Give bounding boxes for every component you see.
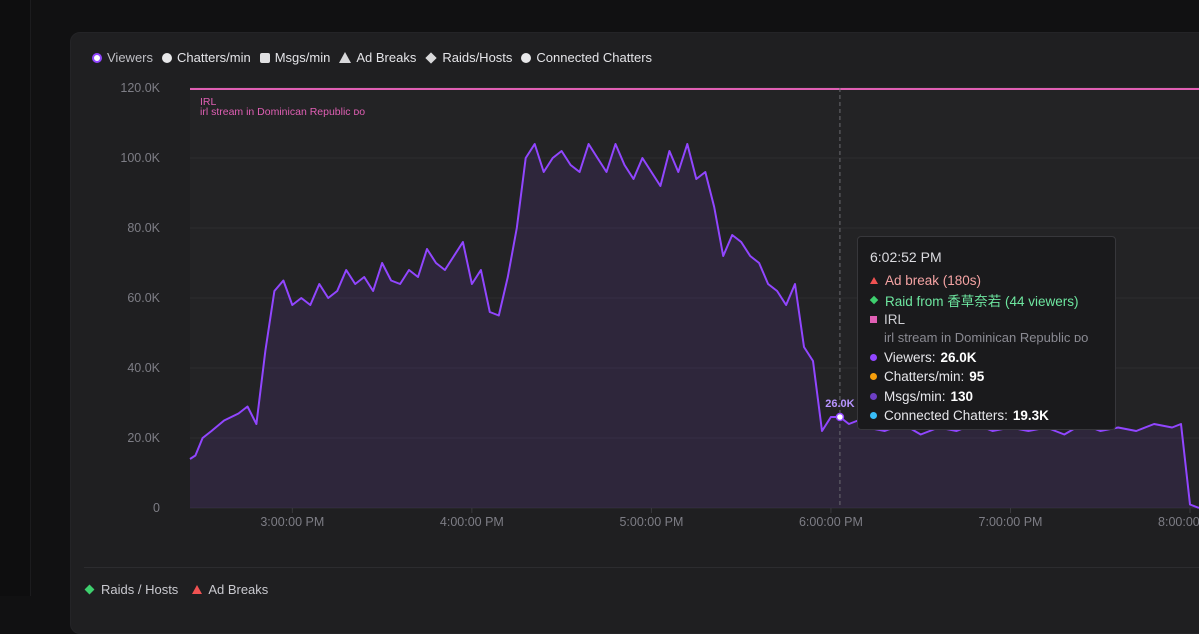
legend-item-msgs-min[interactable]: Msgs/min — [259, 50, 331, 65]
tooltip-connected-label: Connected Chatters: — [884, 408, 1008, 424]
raid-icon — [869, 296, 879, 305]
legend-label: Ad Breaks — [356, 50, 417, 65]
tooltip-connected: Connected Chatters: 19.3K — [870, 406, 1103, 426]
tooltip-chatters-label: Chatters/min: — [884, 369, 965, 385]
x-tick-label: 7:00:00 PM — [979, 515, 1043, 529]
y-tick-label: 60.0K — [127, 291, 160, 305]
tooltip-raid-text: Raid from 香草奈若 (44 viewers) — [885, 294, 1079, 310]
legend-label: Viewers — [107, 50, 154, 65]
circle-marker-icon — [521, 52, 532, 63]
left-rail — [0, 0, 31, 596]
x-tick-label: 8:00:00 PM — [1158, 515, 1199, 529]
chatters-dot-icon — [870, 373, 877, 381]
y-tick-label: 40.0K — [127, 361, 160, 375]
raids-legend-item[interactable]: Raids / Hosts — [84, 582, 179, 597]
tooltip-category-text: IRL — [884, 312, 906, 328]
x-tick-label: 4:00:00 PM — [440, 515, 504, 529]
y-tick-label: 80.0K — [127, 221, 160, 235]
x-tick-label: 6:00:00 PM — [799, 515, 863, 529]
circle-marker-icon — [92, 52, 102, 63]
tooltip-category: IRL — [870, 310, 1103, 330]
tooltip-viewers: Viewers: 26.0K — [870, 348, 1103, 368]
tooltip-msgs: Msgs/min: 130 — [870, 387, 1103, 407]
bottom-divider — [84, 567, 1199, 568]
square-marker-icon — [259, 52, 270, 63]
raids-legend-label: Raids / Hosts — [101, 582, 179, 597]
tooltip-ad-break: Ad break (180s) — [870, 271, 1103, 291]
tooltip-msgs-value: 130 — [950, 388, 974, 404]
tooltip-msgs-label: Msgs/min: — [884, 388, 946, 404]
legend-label: Raids/Hosts — [442, 50, 513, 65]
ad-triangle-icon — [192, 585, 203, 594]
category-band-label: IRL — [200, 96, 217, 108]
circle-marker-icon — [162, 52, 173, 63]
tooltip-ad-break-text: Ad break (180s) — [885, 273, 982, 289]
ads-legend-item[interactable]: Ad Breaks — [192, 582, 268, 597]
tooltip-time: 6:02:52 PM — [870, 249, 942, 265]
legend-item-ad-breaks[interactable]: Ad Breaks — [339, 50, 416, 65]
tooltip-viewers-label: Viewers: — [884, 349, 936, 365]
y-tick-label: 120.0K — [120, 81, 160, 95]
y-tick-label: 20.0K — [127, 431, 160, 445]
tooltip-chatters-value: 95 — [969, 369, 985, 385]
connected-dot-icon — [870, 412, 877, 420]
legend-item-chatters-min[interactable]: Chatters/min — [162, 50, 251, 65]
hover-point — [835, 412, 845, 422]
x-tick-label: 3:00:00 PM — [260, 515, 324, 529]
tooltip-viewers-value: 26.0K — [940, 349, 977, 365]
category-icon — [870, 316, 877, 324]
legend-label: Msgs/min — [274, 50, 331, 65]
chart-legend: Viewers Chatters/min Msgs/min Ad Breaks Raid… — [92, 50, 661, 65]
tooltip-connected-value: 19.3K — [1012, 408, 1049, 424]
category-band-title: irl stream in Dominican Republic ᴅᴏ — [200, 106, 365, 118]
viewers-dot-icon — [870, 353, 877, 361]
y-tick-label: 0 — [153, 501, 160, 515]
viewers-area — [190, 144, 1199, 508]
legend-item-viewers[interactable]: Viewers — [92, 50, 153, 65]
tooltip-chatters: Chatters/min: 95 — [870, 367, 1103, 387]
event-legend: Raids / Hosts Ad Breaks — [84, 582, 268, 597]
tooltip-raid: Raid from 香草奈若 (44 viewers) — [869, 291, 1103, 311]
legend-item-connected-chatters[interactable]: Connected Chatters — [521, 50, 652, 65]
msgs-dot-icon — [870, 392, 877, 400]
legend-item-raids-hosts[interactable]: Raids/Hosts — [425, 50, 512, 65]
raid-diamond-icon — [84, 584, 95, 595]
x-tick-label: 5:00:00 PM — [619, 515, 683, 529]
legend-label: Connected Chatters — [536, 50, 653, 65]
ads-legend-label: Ad Breaks — [208, 582, 269, 597]
hover-value-label: 26.0K — [825, 398, 854, 410]
triangle-marker-icon — [339, 52, 352, 63]
tooltip-category-title: irl stream in Dominican Republic ᴅᴏ — [884, 329, 1089, 345]
chart-tooltip: 6:02:52 PM Ad break (180s) Raid from 香草奈… — [857, 236, 1116, 430]
ad-break-icon — [870, 277, 878, 285]
y-tick-label: 100.0K — [120, 151, 160, 165]
legend-label: Chatters/min — [177, 50, 251, 65]
